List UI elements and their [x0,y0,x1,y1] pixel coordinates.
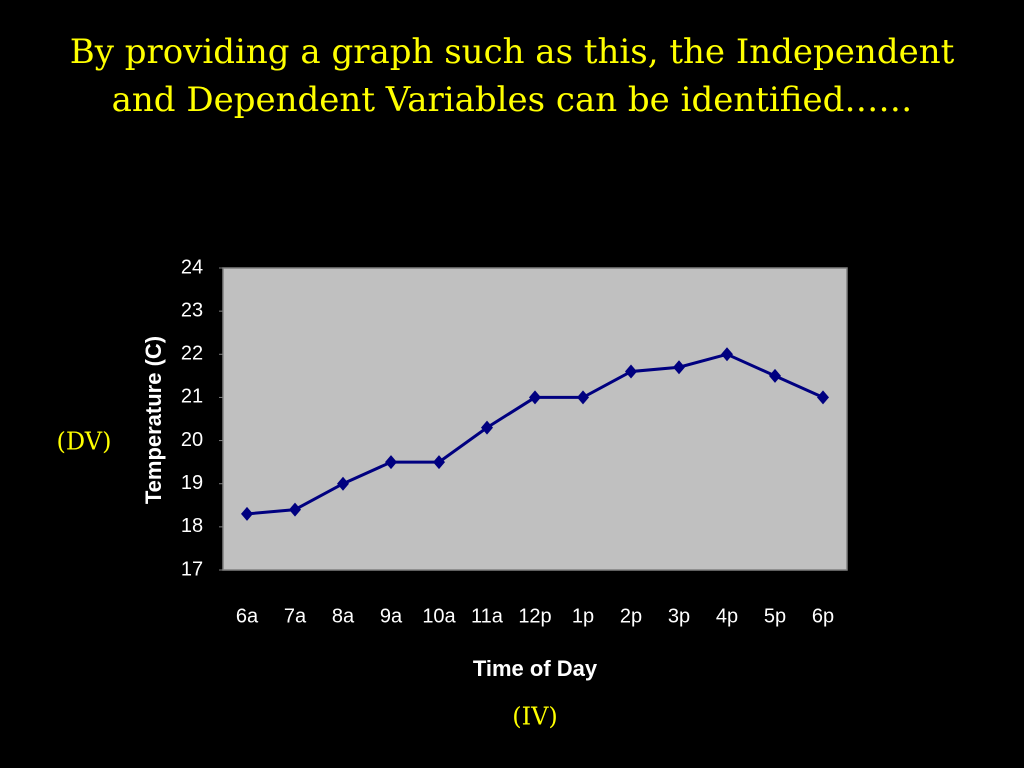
y-tick-label: 18 [181,515,203,537]
y-tick-label: 24 [181,256,203,278]
data-point [625,364,637,379]
x-tick-label: 12p [518,605,551,627]
x-tick-label: 3p [668,605,690,627]
iv-annotation: (IV) [512,703,558,731]
data-point [529,390,541,405]
x-tick-label: 2p [620,605,642,627]
x-axis-title: Time of Day [473,656,598,681]
y-tick-label: 21 [181,386,203,408]
data-point [577,390,589,405]
y-tick-label: 17 [181,558,203,580]
data-point [673,360,685,375]
data-point [241,506,253,521]
y-tick-label: 23 [181,299,203,321]
x-tick-label: 5p [764,605,786,627]
x-tick-label: 4p [716,605,738,627]
x-tick-label: 6p [812,605,834,627]
x-tick-label: 6a [236,605,259,627]
y-axis-title: Temperature (C) [141,336,166,504]
x-tick-label: 9a [380,605,403,627]
data-point [721,347,733,362]
data-point [289,502,301,517]
data-point [769,368,781,383]
data-point [481,420,493,435]
y-tick-label: 19 [181,472,203,494]
data-point [817,390,829,405]
x-tick-label: 1p [572,605,594,627]
data-point [385,455,397,470]
x-tick-label: 10a [422,605,456,627]
y-tick-label: 22 [181,343,203,365]
x-tick-label: 7a [284,605,307,627]
data-point [337,476,349,491]
slide-title: By providing a graph such as this, the I… [69,32,955,120]
x-tick-label: 11a [471,605,504,627]
data-point [433,455,445,470]
plot-area [222,267,848,571]
y-tick-label: 20 [181,429,203,451]
x-tick-label: 8a [332,605,355,627]
dv-annotation: (DV) [57,428,112,456]
